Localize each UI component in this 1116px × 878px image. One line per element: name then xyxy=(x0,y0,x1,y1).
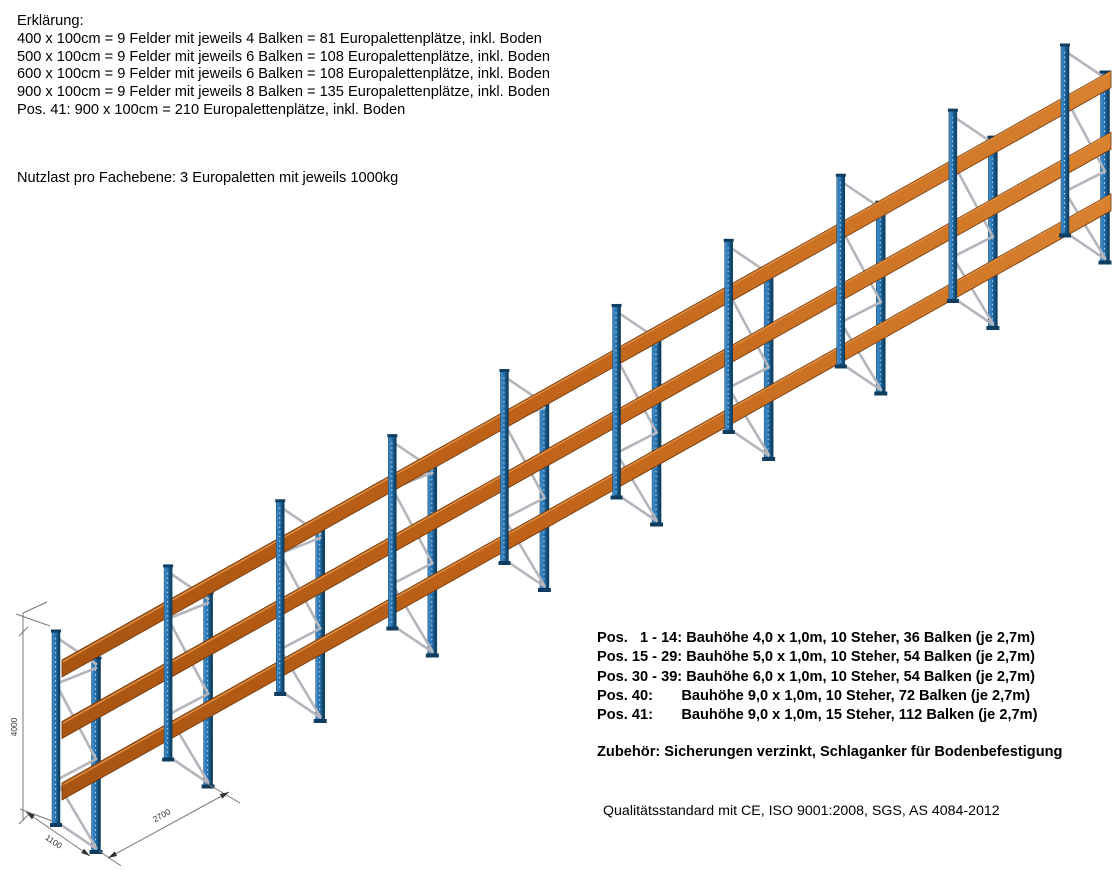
legend-line: 600 x 100cm = 9 Felder mit jeweils 6 Bal… xyxy=(17,66,550,83)
quality-note: Qualitätsstandard mit CE, ISO 9001:2008,… xyxy=(603,803,1000,819)
payload-note: Nutzlast pro Fachebene: 3 Europaletten m… xyxy=(17,170,399,186)
positions-block: Pos. 1 - 14: Bauhöhe 4,0 x 1,0m, 10 Steh… xyxy=(597,629,1037,725)
position-line: Pos. 1 - 14: Bauhöhe 4,0 x 1,0m, 10 Steh… xyxy=(597,630,1036,646)
position-line: Pos. 40: Bauhöhe 9,0 x 1,0m, 10 Steher, … xyxy=(597,687,1031,704)
accessories-note: Zubehör: Sicherungen verzinkt, Schlagank… xyxy=(597,744,1063,760)
position-line: Pos. 30 - 39: Bauhöhe 6,0 x 1,0m, 10 Ste… xyxy=(597,668,1036,685)
dim-label-depth: 1100 xyxy=(43,832,64,851)
beam-level xyxy=(61,193,1112,801)
position-line: Pos. 15 - 29: Bauhöhe 5,0 x 1,0m, 10 Ste… xyxy=(597,649,1036,666)
dim-label-bay: 2700 xyxy=(151,806,172,824)
legend-line: 500 x 100cm = 9 Felder mit jeweils 6 Bal… xyxy=(17,48,550,65)
beam-level xyxy=(61,131,1112,740)
beam-levels xyxy=(61,70,1112,801)
legend-title: Erklärung: xyxy=(17,13,84,29)
dim-label-height: 4000 xyxy=(9,717,19,736)
near-posts xyxy=(50,43,1071,827)
legend-block: Erklärung: 400 x 100cm = 9 Felder mit je… xyxy=(17,13,550,120)
beam-level xyxy=(61,70,1112,678)
position-line: Pos. 41: Bauhöhe 9,0 x 1,0m, 15 Steher, … xyxy=(597,707,1038,724)
legend-line: Pos. 41: 900 x 100cm = 210 Europalettenp… xyxy=(17,101,406,118)
legend-line: 400 x 100cm = 9 Felder mit jeweils 4 Bal… xyxy=(17,30,542,47)
far-posts xyxy=(89,70,1112,854)
legend-line: 900 x 100cm = 9 Felder mit jeweils 8 Bal… xyxy=(17,84,550,101)
